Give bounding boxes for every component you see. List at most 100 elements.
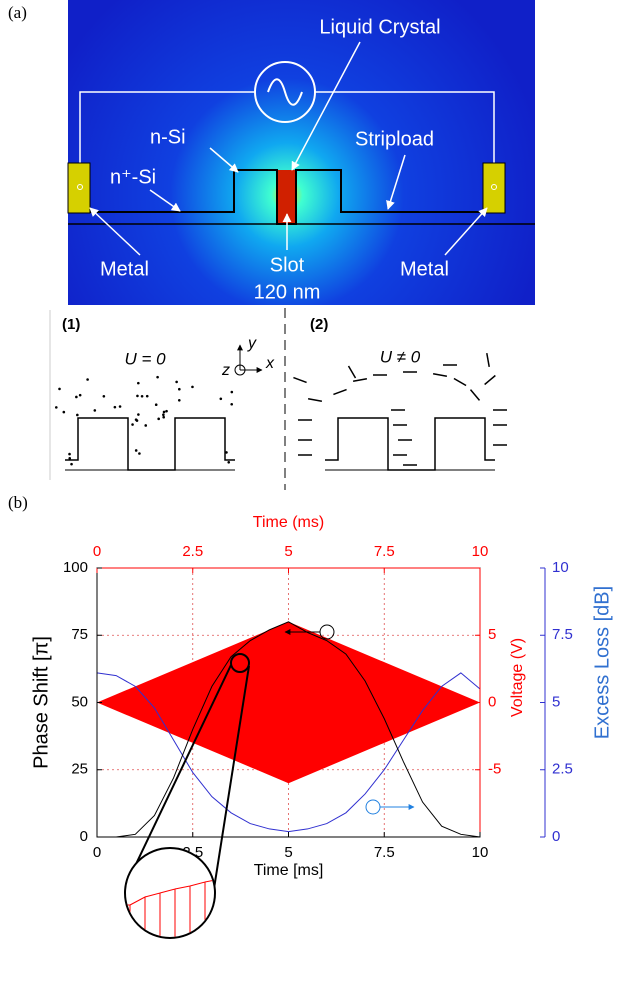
lc-dash	[433, 374, 447, 376]
lc-dot	[136, 395, 139, 398]
state-voltage: U ≠ 0	[380, 347, 421, 366]
state-label: (1)	[62, 316, 80, 333]
x-tick-label: 5	[284, 844, 292, 861]
x-tick-label: 0	[93, 844, 101, 861]
lc-dot	[191, 386, 194, 389]
panel-label: (b)	[8, 493, 28, 512]
lc-dot	[55, 406, 58, 409]
lc-dot	[220, 398, 223, 401]
label: Metal	[400, 258, 449, 280]
x2-tick-label: 0	[93, 543, 101, 560]
label: Stripload	[355, 128, 434, 150]
lc-dash	[471, 390, 480, 401]
x2-tick-label: 10	[472, 543, 489, 560]
lc-dot	[86, 378, 89, 381]
lc-dash	[333, 390, 346, 395]
lc-dash	[353, 379, 367, 381]
x2-tick-label: 5	[284, 543, 292, 560]
lc-dot	[135, 449, 138, 452]
figure: (a) Liquid Crystal n-Si n⁺-Si Stripload …	[0, 0, 632, 994]
x-axis-title: Time [ms]	[254, 862, 324, 879]
lc-dot	[175, 381, 178, 384]
voltage-envelope-mirror	[97, 703, 480, 784]
lc-dot	[114, 406, 117, 409]
lc-dash	[349, 366, 356, 378]
lc-dot	[68, 453, 71, 456]
axis-label: z	[221, 362, 230, 379]
lc-dot	[119, 405, 122, 408]
lc-dash	[454, 379, 466, 386]
x2-tick-label: 7.5	[374, 543, 395, 560]
lc-dot	[178, 388, 181, 391]
lc-dash	[308, 399, 322, 401]
y2-tick-label: 0	[488, 693, 496, 710]
waveguide-sketch	[325, 418, 495, 470]
label: 120 nm	[254, 281, 321, 303]
lc-dot	[137, 382, 140, 385]
y-tick-label: 50	[71, 693, 88, 710]
y-tick-label: 25	[71, 761, 88, 778]
lc-dot	[156, 376, 159, 379]
lc-molecules-aligned	[293, 353, 507, 465]
y-tick-label: 100	[63, 559, 88, 576]
x2-tick-label: 2.5	[182, 543, 203, 560]
x-tick-label: 7.5	[374, 844, 395, 861]
axis-label: y	[247, 335, 257, 352]
state-voltage: U = 0	[124, 349, 166, 368]
lc-dash	[293, 378, 306, 383]
lc-dot	[155, 403, 158, 406]
lc-dot	[178, 399, 181, 402]
y2-tick-label: 5	[488, 626, 496, 643]
label: n⁺-Si	[110, 166, 156, 188]
lc-dot	[230, 403, 233, 406]
lc-dot	[162, 416, 165, 419]
zoom-inset	[125, 848, 215, 938]
x2-axis-title: Time (ms)	[253, 514, 324, 531]
lc-dot	[225, 451, 228, 454]
label: n-Si	[150, 126, 186, 148]
lc-dot	[144, 424, 147, 427]
lc-dot	[138, 452, 141, 455]
lc-dot	[141, 395, 144, 398]
lc-dot	[75, 396, 78, 399]
y3-tick-label: 10	[552, 559, 569, 576]
lc-dot	[227, 461, 230, 464]
y3-tick-label: 2.5	[552, 761, 573, 778]
lc-dot	[162, 413, 165, 416]
lc-dot	[103, 395, 106, 398]
y2-axis-title: Voltage (V)	[509, 638, 526, 717]
lc-dot	[135, 418, 138, 421]
lc-dot	[137, 413, 140, 416]
lc-dash	[485, 376, 496, 385]
lc-dot	[94, 409, 97, 412]
series-marker	[320, 625, 334, 639]
panel-label: (a)	[8, 3, 27, 22]
y-axis-title: Phase Shift [π]	[30, 636, 52, 769]
y3-tick-label: 7.5	[552, 626, 573, 643]
voltage-envelope	[97, 622, 480, 703]
lc-dot	[58, 388, 61, 391]
lc-dot	[131, 423, 134, 426]
y-tick-label: 0	[80, 828, 88, 845]
lc-dot	[165, 410, 168, 413]
lc-dot	[79, 394, 82, 397]
lc-dash	[487, 353, 489, 367]
label: Liquid Crystal	[319, 16, 440, 38]
axis-label: x	[265, 355, 275, 372]
lc-dot	[157, 418, 160, 421]
lc-dot	[68, 457, 71, 460]
lc-dot	[76, 414, 79, 417]
y-tick-label: 75	[71, 626, 88, 643]
waveguide-sketch	[65, 418, 235, 470]
label: Metal	[100, 258, 149, 280]
lc-dot	[146, 395, 149, 398]
y3-axis-title: Excess Loss [dB]	[591, 586, 613, 739]
lc-molecules	[55, 376, 233, 466]
lc-dot	[70, 463, 73, 466]
y2-tick-label: -5	[488, 761, 501, 778]
lc-dot	[163, 411, 166, 414]
series-marker	[366, 800, 380, 814]
label: Slot	[270, 254, 305, 276]
y3-tick-label: 0	[552, 828, 560, 845]
